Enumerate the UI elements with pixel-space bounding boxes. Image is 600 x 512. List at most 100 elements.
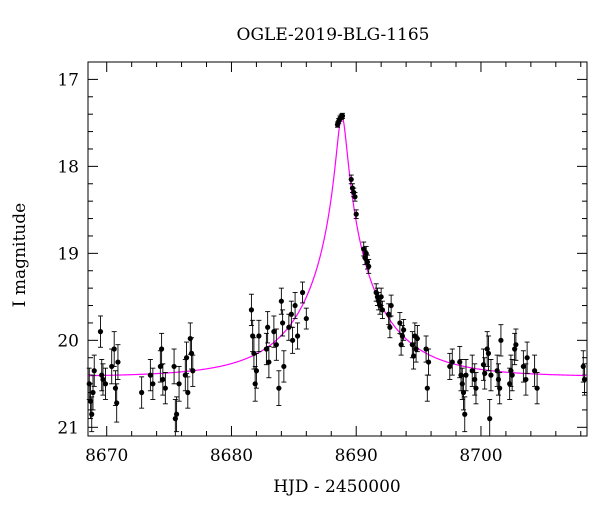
x-tick-label: 8680 (210, 446, 253, 466)
data-point (534, 385, 540, 391)
data-point (410, 353, 417, 359)
data-point (414, 335, 420, 342)
data-point (159, 346, 165, 352)
data-point (366, 263, 372, 269)
data-point (388, 302, 394, 309)
data-point (397, 320, 403, 326)
data-point (173, 411, 180, 417)
y-tick-label: 18 (57, 157, 79, 177)
data-point (399, 333, 405, 339)
data-point (176, 381, 182, 387)
y-tick-label: 21 (57, 418, 79, 438)
data-point (97, 329, 104, 335)
data-point (485, 350, 492, 356)
data-point (292, 302, 298, 309)
data-point (273, 342, 279, 348)
chart-title: OGLE-2019-BLG-1165 (237, 25, 430, 45)
data-point (171, 363, 177, 370)
data-point (89, 411, 95, 417)
data-point (299, 289, 306, 296)
data-point (289, 337, 296, 343)
data-point (114, 400, 120, 406)
data-point (112, 385, 119, 391)
data-point (459, 381, 465, 387)
data-point (379, 307, 386, 313)
data-point (162, 385, 168, 391)
data-point (150, 381, 156, 387)
data-point (111, 346, 117, 352)
data-point (513, 342, 519, 348)
x-tick-label: 8690 (335, 446, 378, 466)
data-point (281, 363, 287, 370)
data-point (294, 333, 301, 339)
data-point (352, 194, 358, 200)
data-point (160, 376, 166, 383)
data-point (256, 333, 262, 339)
data-point (507, 381, 513, 387)
data-point (413, 346, 419, 352)
data-point (387, 324, 393, 330)
y-tick-label: 20 (57, 331, 79, 351)
data-point (487, 416, 493, 422)
data-point (462, 411, 468, 417)
data-point (87, 398, 94, 404)
plot-area: 8670 8680 8690 8700 17 18 19 20 21 (57, 61, 588, 466)
x-tick-label: 8670 (85, 446, 128, 466)
data-point (278, 298, 284, 304)
data-point (185, 389, 191, 396)
y-axis-label: I magnitude (10, 203, 30, 307)
data-point (523, 376, 529, 383)
data-point (288, 311, 294, 317)
data-point (520, 363, 526, 370)
data-point (266, 359, 272, 365)
data-point (463, 372, 469, 378)
data-point (90, 389, 96, 396)
plot-frame (87, 61, 588, 437)
data-point (91, 368, 97, 374)
data-point (524, 355, 530, 361)
data-point (580, 363, 586, 370)
data-point (509, 372, 515, 378)
data-point (482, 370, 488, 376)
data-point (473, 385, 479, 391)
data-point (425, 359, 432, 365)
y-tick-label: 17 (57, 70, 79, 90)
data-point (497, 385, 503, 391)
data-point (353, 211, 359, 217)
data-point (248, 307, 255, 313)
data-point (348, 176, 354, 183)
data-point (252, 381, 258, 387)
data-point (447, 363, 453, 370)
data-point (424, 385, 430, 391)
data-point (472, 376, 478, 383)
data-point (147, 372, 153, 378)
data-point (276, 385, 282, 391)
data-point (102, 381, 109, 387)
data-point (401, 327, 407, 333)
data-point (271, 329, 277, 335)
data-point (100, 376, 106, 383)
data-point (253, 368, 260, 374)
data-point (115, 359, 121, 365)
data-point (378, 294, 384, 300)
data-point (339, 113, 346, 119)
data-point (265, 324, 271, 330)
data-point (183, 355, 190, 361)
data-point (581, 376, 588, 383)
data-point (449, 359, 455, 365)
data-point (495, 376, 502, 383)
data-point (280, 320, 286, 326)
x-axis-label: HJD - 2450000 (273, 477, 401, 497)
x-tick-label: 8700 (459, 446, 502, 466)
data-point (498, 337, 504, 343)
y-tick-label: 19 (57, 244, 79, 264)
data-point (263, 346, 269, 352)
data-point (488, 372, 494, 378)
data-point (139, 389, 145, 396)
data-point (187, 335, 193, 342)
data-point (303, 315, 309, 322)
data-point (190, 368, 196, 374)
data-point (457, 359, 463, 365)
model-curve (87, 114, 588, 377)
